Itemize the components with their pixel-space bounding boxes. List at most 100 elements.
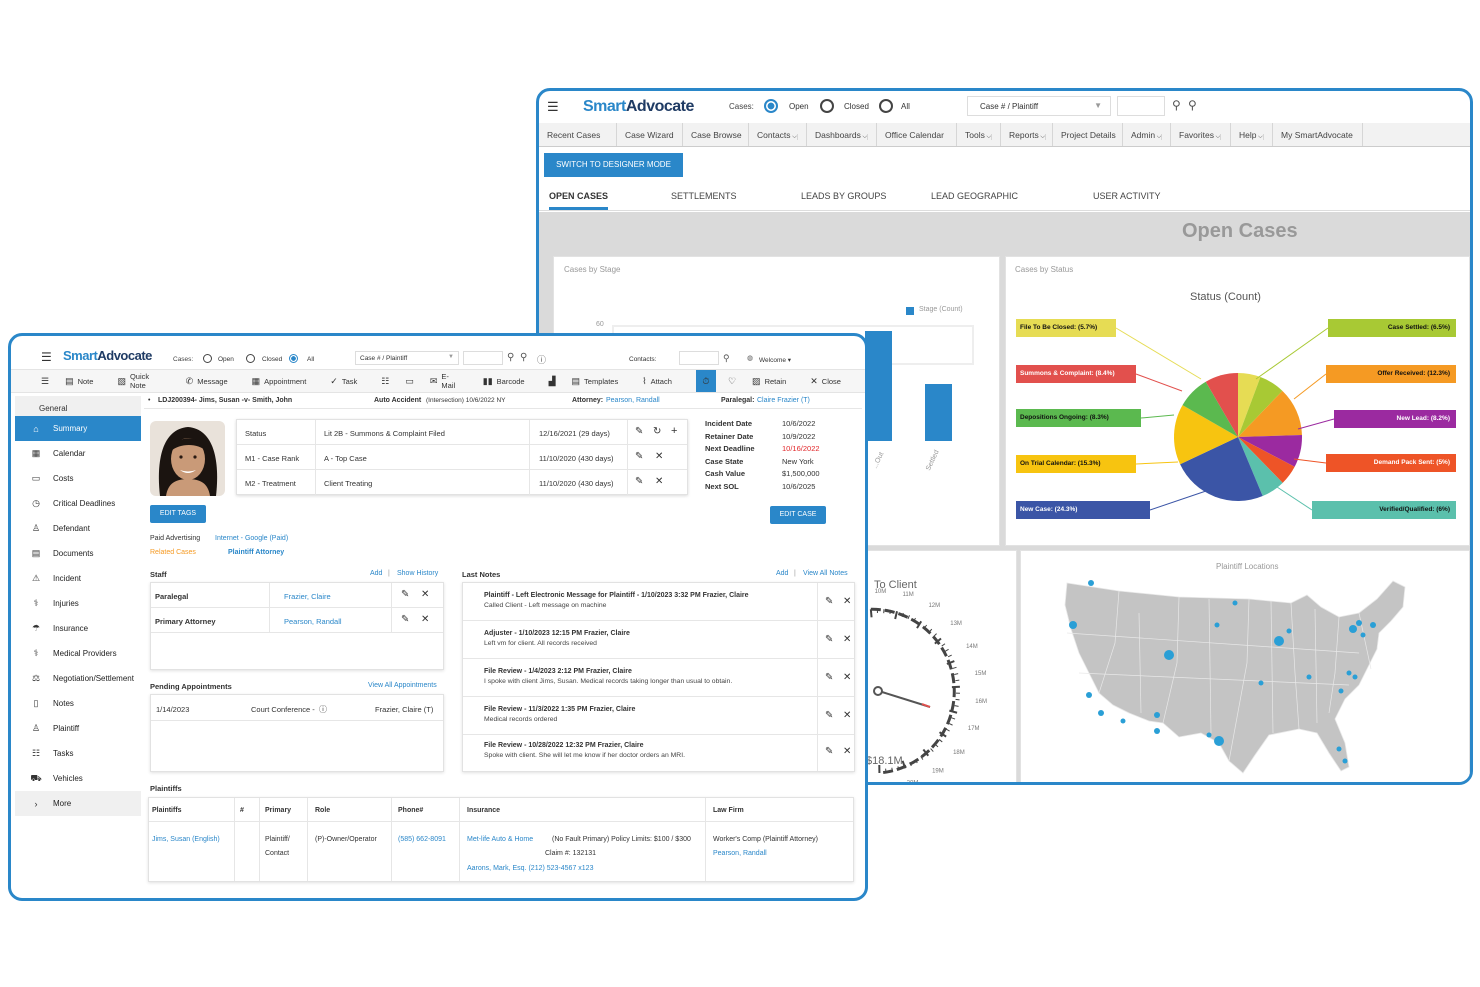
- menu-item-admin[interactable]: Admin ⌵: [1123, 123, 1171, 146]
- timer-button[interactable]: ⏱: [695, 370, 716, 392]
- menu-item-help[interactable]: Help ⌵: [1231, 123, 1273, 146]
- menu-item-case-browse[interactable]: Case Browse: [683, 123, 749, 146]
- history-icon[interactable]: ↻: [653, 426, 662, 437]
- pencil-icon[interactable]: ✎: [635, 451, 644, 462]
- pencil-icon[interactable]: ✎: [825, 672, 834, 683]
- retain-doc-button[interactable]: ▨ Retain: [752, 376, 798, 387]
- sidebar-item-vehicles[interactable]: ⛟ Vehicles: [15, 766, 141, 791]
- status-row[interactable]: Status Lit 2B - Summons & Complaint Filed…: [237, 420, 687, 445]
- sidebar-item-plaintiff[interactable]: ♙ Plaintiff: [15, 716, 141, 741]
- staff-row[interactable]: Paralegal Frazier, Claire ✎ ✕: [151, 583, 443, 608]
- staff-row[interactable]: Primary Attorney Pearson, Randall ✎ ✕: [151, 608, 443, 633]
- building-button[interactable]: ▟: [549, 376, 560, 387]
- radio-all[interactable]: [879, 99, 893, 113]
- search-type-select[interactable]: Case # / Plaintiff ▼: [967, 96, 1111, 116]
- hamburger-icon[interactable]: ☰: [547, 99, 559, 114]
- tab-leads-by-groups[interactable]: LEADS BY GROUPS: [801, 191, 887, 201]
- paid-adv-value[interactable]: Internet - Google (Paid): [215, 535, 289, 542]
- menu-item-reports[interactable]: Reports ⌵: [1001, 123, 1053, 146]
- pencil-icon[interactable]: ✎: [825, 634, 834, 645]
- search-icon[interactable]: ⚲: [507, 352, 515, 363]
- help-icon[interactable]: ⓘ: [537, 355, 547, 365]
- close-icon[interactable]: ✕: [843, 710, 852, 721]
- sidebar-item-critical-deadlines[interactable]: ◷ Critical Deadlines: [15, 491, 141, 516]
- close-icon[interactable]: ✕: [655, 451, 664, 462]
- appointment-button[interactable]: ▦ Appointment: [252, 376, 319, 387]
- status-row[interactable]: M2 - Treatment Client Treating 11/10/2020 …: [237, 470, 687, 495]
- staff-add-link[interactable]: Add: [370, 570, 383, 577]
- pencil-icon[interactable]: ✎: [825, 746, 834, 757]
- close-icon[interactable]: ✕: [843, 634, 852, 645]
- sidebar-item-tasks[interactable]: ☷ Tasks: [15, 741, 141, 766]
- menu-item-tools[interactable]: Tools ⌵: [957, 123, 1001, 146]
- hamburger-icon[interactable]: ☰: [41, 350, 52, 364]
- attorney-link[interactable]: Pearson, Randall: [606, 397, 660, 404]
- sidebar-item-documents[interactable]: ▤ Documents: [15, 541, 141, 566]
- menu-item-dashboards[interactable]: Dashboards ⌵: [807, 123, 877, 146]
- pencil-icon[interactable]: ✎: [825, 596, 834, 607]
- pencil-icon[interactable]: ✎: [401, 589, 410, 600]
- sidebar-item-insurance[interactable]: ☂ Insurance: [15, 616, 141, 641]
- insurance-company-link[interactable]: Met-life Auto & Home: [467, 836, 534, 843]
- close-icon[interactable]: ✕: [421, 614, 430, 625]
- email-button[interactable]: ✉ E-Mail: [430, 372, 471, 390]
- edit-tags-button[interactable]: EDIT TAGS: [150, 505, 206, 523]
- close-icon[interactable]: ✕: [843, 746, 852, 757]
- show-history-link[interactable]: Show History: [397, 570, 439, 577]
- radio-closed[interactable]: [246, 354, 255, 363]
- close-icon[interactable]: ✕: [843, 672, 852, 683]
- sidebar-item-defendant[interactable]: ♙ Defendant: [15, 516, 141, 541]
- tab-open-cases[interactable]: OPEN CASES: [549, 191, 609, 210]
- folder-button[interactable]: ▭: [405, 376, 418, 387]
- pencil-icon[interactable]: ✎: [825, 710, 834, 721]
- sidebar-item-medical-providers[interactable]: ⚕ Medical Providers: [15, 641, 141, 666]
- tab-lead-geographic[interactable]: LEAD GEOGRAPHIC: [931, 191, 1019, 201]
- close-case-button[interactable]: ✕ Close: [810, 376, 853, 387]
- radio-open[interactable]: [764, 99, 778, 113]
- search-icon[interactable]: ⚲: [1172, 98, 1181, 112]
- retain-button[interactable]: ♡: [728, 376, 740, 387]
- advanced-search-icon[interactable]: ⚲: [520, 352, 528, 363]
- menu-item-office-calendar[interactable]: Office Calendar: [877, 123, 957, 146]
- tasklist-button[interactable]: ☷: [381, 376, 393, 387]
- templates-button[interactable]: ▤ Templates: [572, 376, 631, 387]
- quick-note-button[interactable]: ▧ Quick Note: [117, 372, 173, 390]
- contacts-search-icon[interactable]: ⚲: [723, 353, 730, 363]
- paralegal-link[interactable]: Claire Frazier (T): [757, 397, 810, 404]
- attach-button[interactable]: ⌇ Attach: [642, 376, 684, 387]
- edit-case-button[interactable]: EDIT CASE: [770, 506, 826, 524]
- barcode-button[interactable]: ▮▮ Barcode: [483, 376, 537, 387]
- menu-item-contacts[interactable]: Contacts ⌵: [749, 123, 807, 146]
- sidebar-item-calendar[interactable]: ▦ Calendar: [15, 441, 141, 466]
- pencil-icon[interactable]: ✎: [635, 476, 644, 487]
- close-icon[interactable]: ✕: [655, 476, 664, 487]
- tab-user-activity[interactable]: USER ACTIVITY: [1093, 191, 1161, 201]
- radio-all[interactable]: [289, 354, 298, 363]
- note-item[interactable]: File Review - 11/3/2022 1:35 PM Frazier,…: [463, 697, 854, 735]
- sidebar-item-more[interactable]: › More: [15, 791, 141, 816]
- note-item[interactable]: Adjuster - 1/10/2023 12:15 PM Frazier, C…: [463, 621, 854, 659]
- radio-open[interactable]: [203, 354, 212, 363]
- radio-closed[interactable]: [820, 99, 834, 113]
- menu-item-case-wizard[interactable]: Case Wizard: [617, 123, 683, 146]
- switch-designer-button[interactable]: SWITCH TO DESIGNER MODE: [544, 153, 683, 177]
- collapse-menu-icon[interactable]: ☰: [41, 375, 50, 386]
- note-item[interactable]: File Review - 10/28/2022 12:32 PM Frazie…: [463, 733, 854, 771]
- menu-item-recent-cases[interactable]: Recent Cases: [539, 123, 617, 146]
- staff-name-link[interactable]: Frazier, Claire: [284, 592, 331, 601]
- welcome-menu[interactable]: Welcome ▾: [759, 357, 792, 364]
- sidebar-item-summary[interactable]: ⌂ Summary: [15, 416, 141, 441]
- note-item[interactable]: File Review - 1/4/2023 2:12 PM Frazier, …: [463, 659, 854, 697]
- menu-item-project-details[interactable]: Project Details: [1053, 123, 1123, 146]
- close-icon[interactable]: ✕: [843, 596, 852, 607]
- menu-item-my-smartadvocate[interactable]: My SmartAdvocate: [1273, 123, 1363, 146]
- sidebar-item-negotiation-settlement[interactable]: ⚖ Negotiation/Settlement: [15, 666, 141, 691]
- menu-item-favorites[interactable]: Favorites ⌵: [1171, 123, 1231, 146]
- search-input[interactable]: [463, 351, 503, 365]
- sidebar-item-notes[interactable]: ▯ Notes: [15, 691, 141, 716]
- sidebar-item-injuries[interactable]: ⚕ Injuries: [15, 591, 141, 616]
- view-all-notes-link[interactable]: View All Notes: [803, 570, 848, 577]
- search-type-select[interactable]: Case # / Plaintiff ▼: [355, 351, 459, 365]
- info-icon[interactable]: ⓘ: [319, 705, 327, 714]
- sidebar-item-costs[interactable]: ▭ Costs: [15, 466, 141, 491]
